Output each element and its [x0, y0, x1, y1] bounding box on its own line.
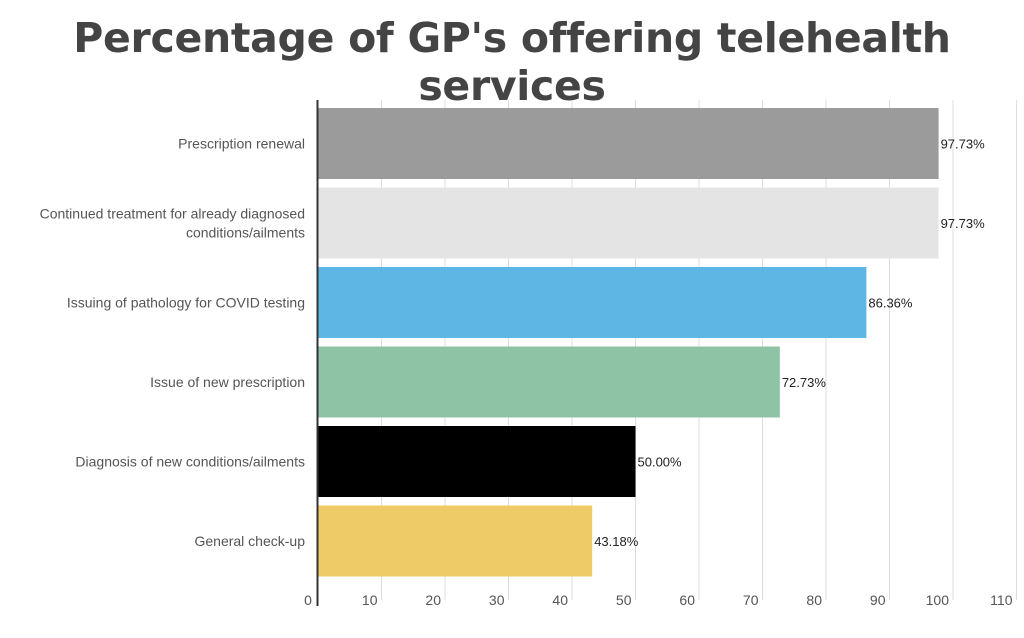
- x-tick-label: 70: [743, 592, 759, 608]
- x-tick-label: 40: [552, 592, 568, 608]
- bars: [318, 108, 939, 577]
- value-label: 86.36%: [868, 296, 913, 311]
- value-label: 97.73%: [941, 137, 986, 152]
- bar-5: [318, 426, 636, 497]
- bar-3: [318, 267, 867, 338]
- category-label: Continued treatment for already diagnose…: [40, 206, 305, 222]
- x-tick-label: 80: [806, 592, 822, 608]
- category-label: Prescription renewal: [178, 136, 305, 152]
- x-tick-label: 10: [362, 592, 378, 608]
- category-label: Issuing of pathology for COVID testing: [67, 295, 305, 311]
- category-label: conditions/ailments: [186, 225, 305, 241]
- x-tick-label: 0: [304, 592, 312, 608]
- category-label: Diagnosis of new conditions/ailments: [75, 454, 305, 470]
- x-tick-label: 20: [425, 592, 441, 608]
- bar-1: [318, 108, 939, 179]
- value-label: 50.00%: [638, 455, 683, 470]
- x-tick-label: 50: [616, 592, 632, 608]
- chart-title: Percentage of GP's offering telehealth s…: [73, 14, 951, 110]
- category-label: General check-up: [194, 533, 305, 549]
- x-tick-label: 100: [926, 592, 950, 608]
- x-tick-label: 90: [870, 592, 886, 608]
- x-tick-label: 30: [489, 592, 505, 608]
- x-tick-label: 110: [990, 592, 1013, 608]
- bar-4: [318, 346, 780, 418]
- value-label: 43.18%: [594, 534, 639, 549]
- value-label: 97.73%: [941, 216, 986, 231]
- value-label: 72.73%: [782, 375, 827, 390]
- labels: 0 10 20 30 40 50 60 70 80 90 100 110 Prescription re…: [40, 136, 1013, 609]
- x-tick-label: 60: [679, 592, 695, 608]
- bar-6: [318, 505, 593, 577]
- category-label: Issue of new prescription: [150, 374, 305, 390]
- bar-2: [318, 187, 939, 259]
